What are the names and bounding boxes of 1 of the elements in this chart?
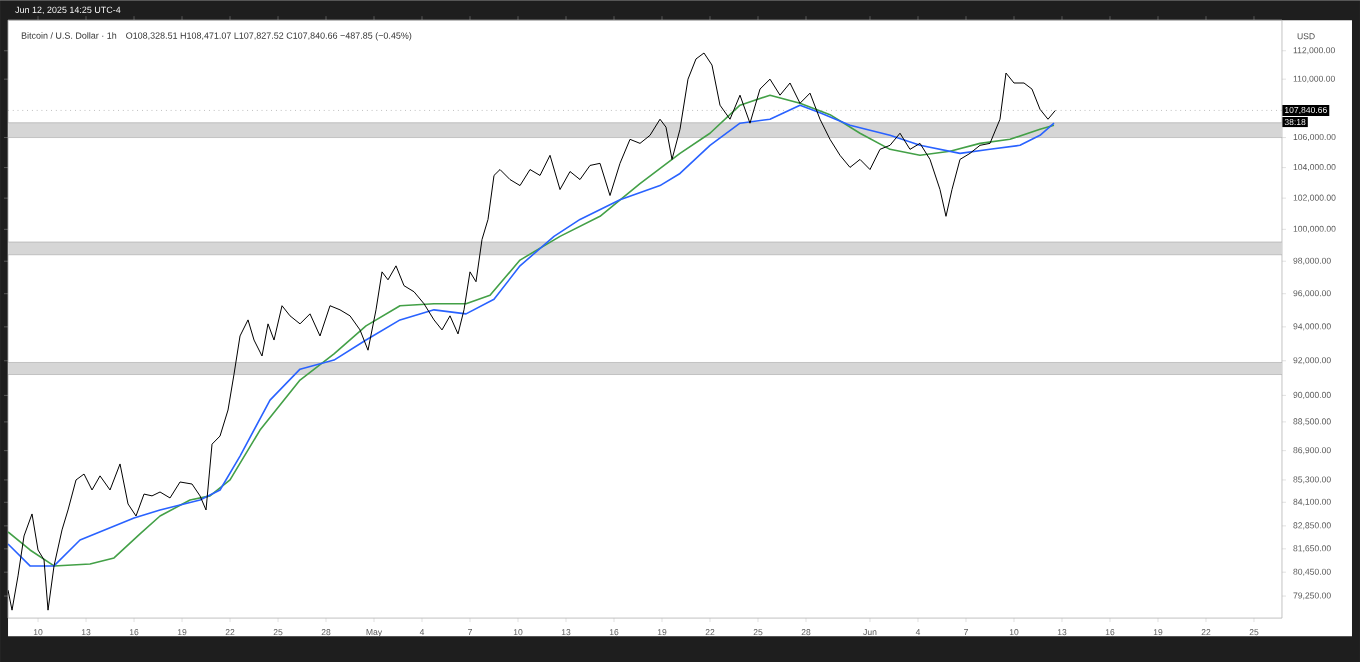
line-series <box>8 52 1056 611</box>
